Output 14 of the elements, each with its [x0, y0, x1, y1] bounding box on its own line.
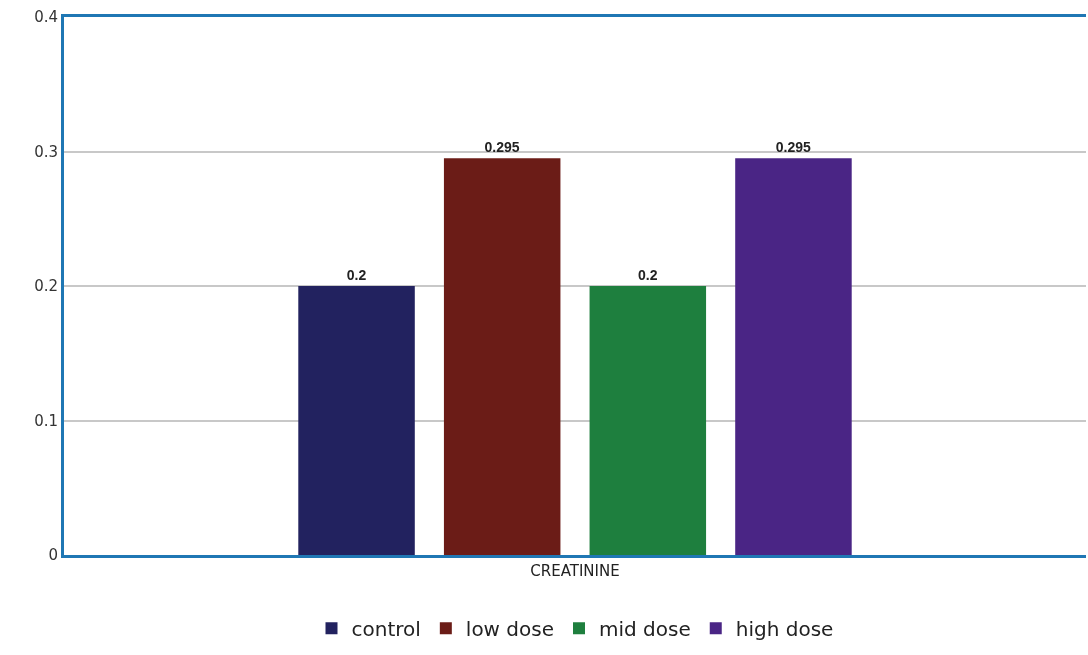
y-tick-label: 0.4: [34, 8, 58, 27]
data-label: 0.2: [346, 267, 367, 283]
data-label: 0.295: [775, 139, 812, 156]
legend-label: low dose: [465, 617, 554, 642]
y-tick-label: 0.1: [34, 411, 58, 430]
x-tick-label: CREATININE: [530, 562, 620, 580]
y-tick-label: 0.3: [34, 142, 58, 161]
legend-label: control: [351, 617, 421, 642]
y-tick-label: 0.2: [34, 277, 58, 296]
legend-label: mid dose: [599, 617, 691, 642]
data-label: 0.2: [637, 267, 658, 283]
y-tick-label: 0: [48, 546, 58, 565]
data-label: 0.295: [484, 139, 520, 156]
legend-label: high dose: [735, 617, 834, 642]
